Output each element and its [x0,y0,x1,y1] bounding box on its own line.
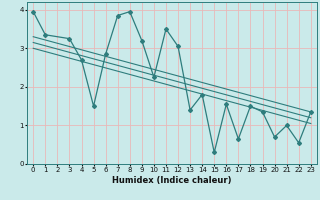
X-axis label: Humidex (Indice chaleur): Humidex (Indice chaleur) [112,176,232,185]
